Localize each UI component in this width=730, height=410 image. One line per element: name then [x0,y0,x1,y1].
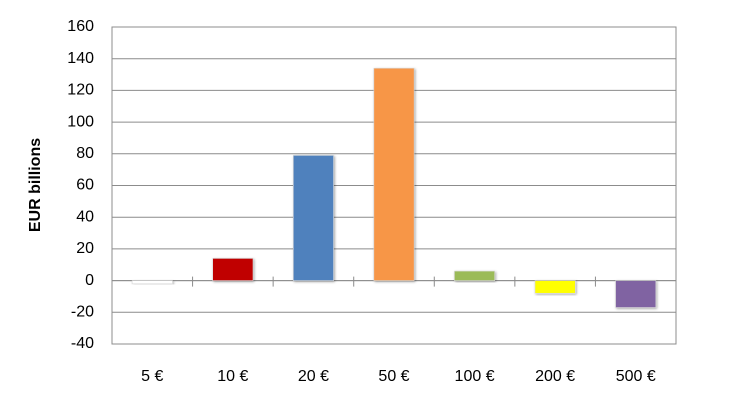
y-tick-label: 140 [67,50,94,67]
y-tick-label: 120 [67,82,94,99]
bar [131,280,173,285]
x-tick-label: 5 € [141,368,163,385]
plot-border [111,26,677,345]
x-tick-label: 20 € [298,368,329,385]
x-tick-label: 500 € [616,368,656,385]
x-tick-label: 50 € [378,368,409,385]
bar [292,155,334,281]
y-tick-label: 40 [76,208,94,225]
x-tick-label: 10 € [217,368,248,385]
bar [373,67,415,281]
bar [212,258,254,281]
y-tick-label: 60 [76,177,94,194]
bar [454,270,496,281]
bar [534,280,576,294]
y-tick-label: 20 [76,240,94,257]
x-tick-label: 100 € [455,368,495,385]
y-tick-label: -40 [71,335,94,352]
y-tick-label: 0 [85,272,94,289]
y-tick-label: 80 [76,145,94,162]
bar [615,280,657,308]
x-tick-label: 200 € [535,368,575,385]
y-axis-label: EUR billions [27,138,44,232]
y-tick-label: 100 [67,113,94,130]
y-tick-label: 160 [67,18,94,35]
y-tick-label: -20 [71,304,94,321]
